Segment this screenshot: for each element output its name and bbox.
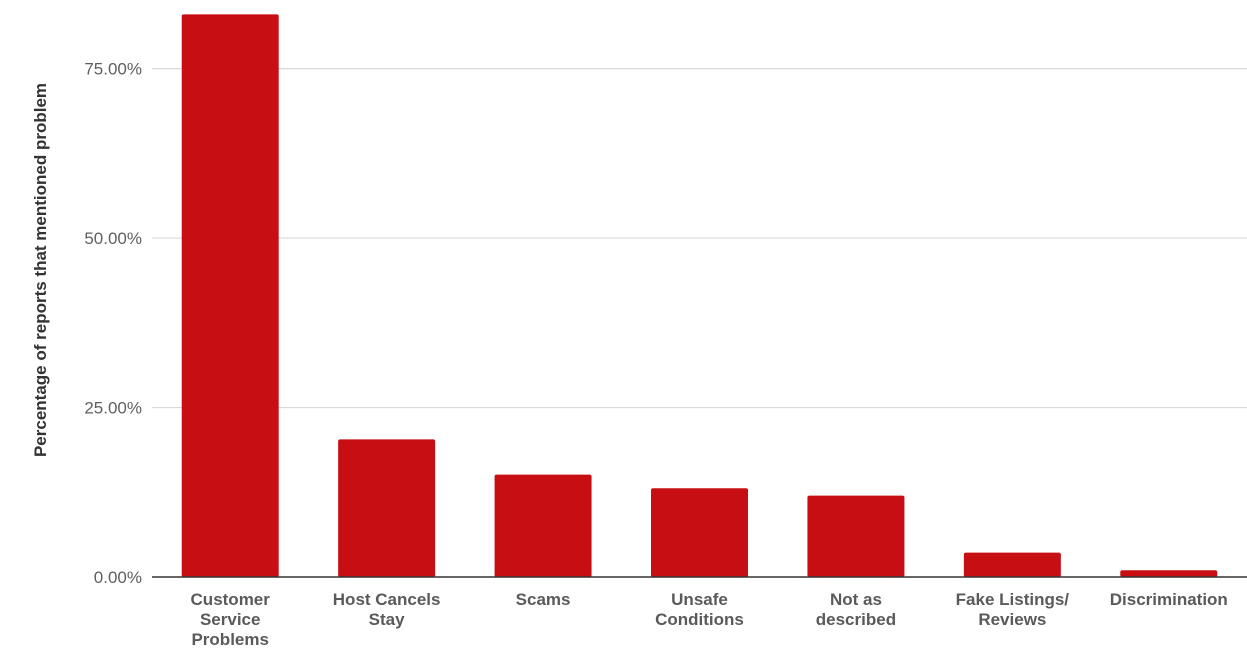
labels: 0.00% 25.00% 50.00% 75.00% Customer Service Pr… xyxy=(84,60,1228,648)
grid-lines xyxy=(152,68,1247,409)
x-tick-label: Unsafe Conditions xyxy=(655,590,744,629)
x-tick-label: Scams xyxy=(516,590,571,609)
y-tick-label: 0.00% xyxy=(94,568,142,587)
bar xyxy=(651,488,748,577)
x-tick-label: Not as described xyxy=(816,590,896,629)
bars xyxy=(181,14,1218,577)
x-tick-label: Host Cancels Stay xyxy=(333,590,441,629)
y-tick-label: 25.00% xyxy=(84,399,142,418)
y-tick-label: 75.00% xyxy=(84,60,142,79)
x-tick-label: Discrimination xyxy=(1110,590,1228,609)
bar xyxy=(1120,570,1218,577)
y-tick-label: 50.00% xyxy=(84,229,142,248)
bar xyxy=(181,14,279,577)
bar xyxy=(338,439,436,577)
bar xyxy=(807,495,905,577)
x-tick-label: Fake Listings/Reviews xyxy=(956,590,1070,629)
y-axis-title: Percentage of reports that mentioned pro… xyxy=(31,83,50,457)
bar xyxy=(494,474,592,577)
bar xyxy=(963,552,1061,577)
x-tick-label: Customer Service Problems xyxy=(191,590,271,648)
